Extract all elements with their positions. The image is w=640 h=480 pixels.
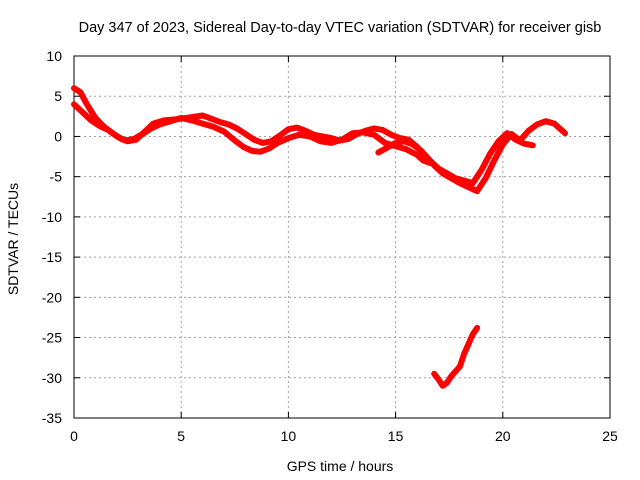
x-axis-title: GPS time / hours bbox=[287, 458, 394, 474]
x-tick-label: 0 bbox=[70, 428, 78, 444]
x-tick-label: 15 bbox=[388, 428, 404, 444]
x-tick-label: 5 bbox=[177, 428, 185, 444]
series-layer bbox=[71, 85, 568, 389]
y-tick-label: -5 bbox=[50, 169, 63, 185]
x-tick-label: 25 bbox=[602, 428, 618, 444]
series-line-track-b bbox=[71, 101, 433, 166]
y-tick-label: -10 bbox=[42, 209, 62, 225]
y-tick-label: -20 bbox=[42, 289, 62, 305]
y-tick-label: 0 bbox=[54, 128, 62, 144]
series-line-track-d bbox=[431, 324, 481, 389]
y-axis-title: SDTVAR / TECUs bbox=[5, 183, 21, 295]
x-tick-label: 20 bbox=[495, 428, 511, 444]
y-tick-label: 10 bbox=[46, 48, 62, 64]
chart-title: Day 347 of 2023, Sidereal Day-to-day VTE… bbox=[79, 20, 602, 36]
y-tick-label: -35 bbox=[42, 410, 62, 426]
series-line-track-c bbox=[375, 130, 536, 187]
y-tick-label: 5 bbox=[54, 88, 62, 104]
y-tick-label: -15 bbox=[42, 249, 62, 265]
y-tick-label: -30 bbox=[42, 370, 62, 386]
plot-frame bbox=[73, 55, 611, 419]
x-tick-label: 10 bbox=[281, 428, 297, 444]
ticks: 0 5 10 15 20 25 10 5 0 -5 -10 -15 -20 -25 -30 -35 bbox=[42, 48, 618, 444]
y-tick-label: -25 bbox=[42, 330, 62, 346]
